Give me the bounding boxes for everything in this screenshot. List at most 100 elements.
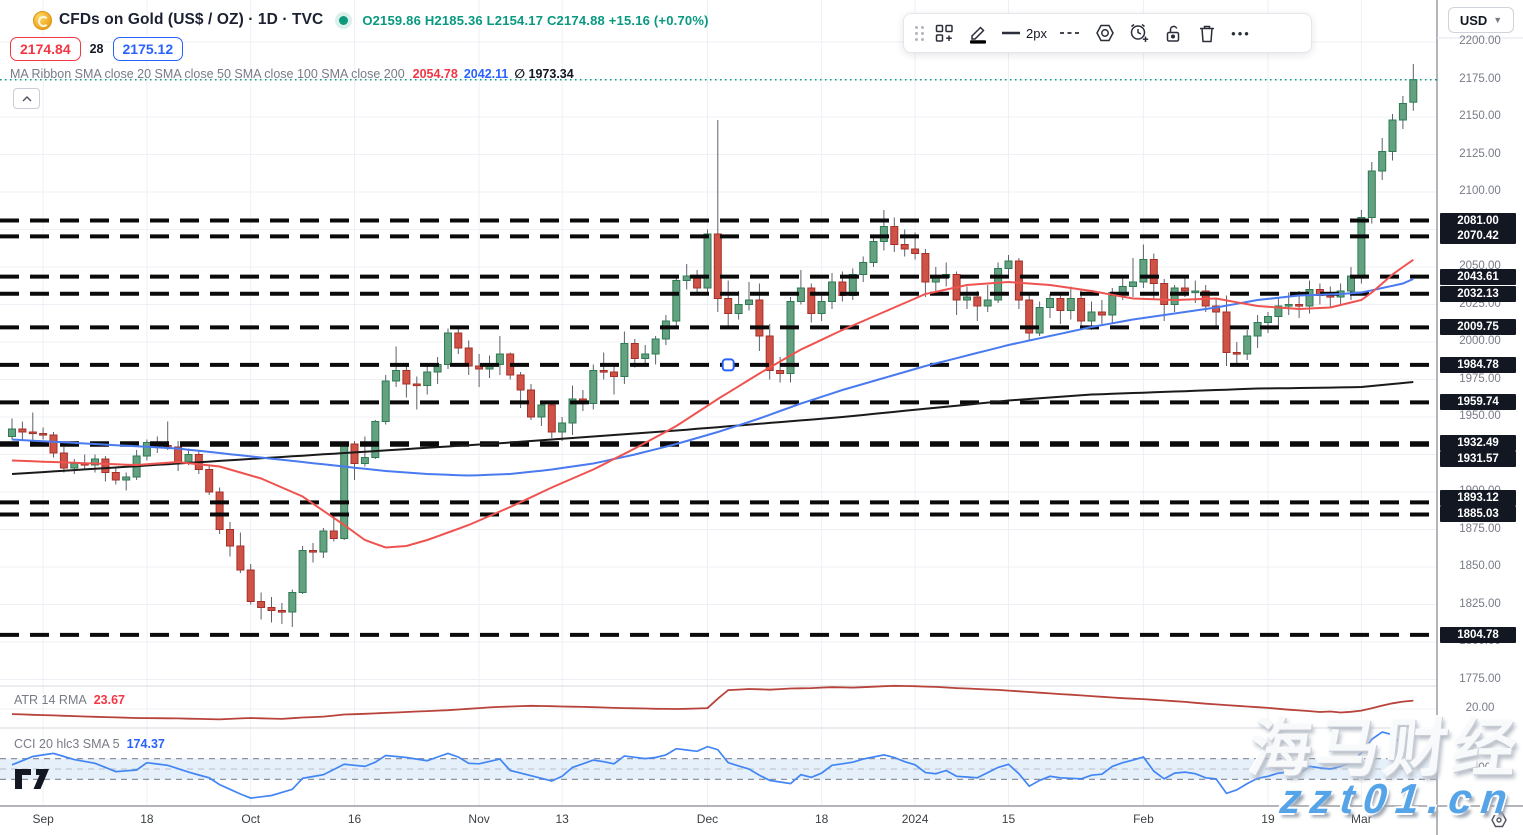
candle-body[interactable] — [1014, 260, 1023, 301]
candle-body[interactable] — [267, 607, 276, 611]
candle-body[interactable] — [101, 458, 110, 473]
toolbar-drag-handle[interactable] — [912, 17, 926, 49]
price-level-badge[interactable]: 1885.03 — [1440, 506, 1516, 523]
candle-body[interactable] — [142, 442, 151, 457]
candle-body[interactable] — [423, 371, 432, 386]
candle-body[interactable] — [921, 253, 930, 283]
candle-body[interactable] — [1046, 298, 1054, 308]
settings-button[interactable] — [1089, 17, 1121, 49]
axis-settings-button[interactable] — [1490, 812, 1508, 833]
price-level-badge[interactable]: 1959.74 — [1440, 394, 1516, 411]
candle-body[interactable] — [49, 434, 58, 454]
candle-body[interactable] — [558, 422, 567, 433]
sma50-line[interactable] — [11, 277, 1414, 477]
add-alert-button[interactable] — [1123, 17, 1155, 49]
candle-body[interactable] — [1305, 289, 1314, 307]
price-level-badge[interactable]: 2032.13 — [1440, 285, 1516, 302]
template-button[interactable] — [928, 17, 960, 49]
candle-body[interactable] — [589, 370, 598, 404]
candle-body[interactable] — [28, 431, 37, 435]
candle-body[interactable] — [1284, 304, 1293, 307]
color-button[interactable] — [962, 17, 994, 49]
candle-body[interactable] — [1066, 298, 1075, 311]
candle-body[interactable] — [371, 421, 380, 458]
candle-body[interactable] — [226, 529, 234, 547]
candle-body[interactable] — [734, 304, 743, 314]
candle-body[interactable] — [994, 268, 1003, 301]
candle-body[interactable] — [495, 353, 504, 365]
candle-body[interactable] — [1264, 316, 1272, 323]
candle-body[interactable] — [859, 262, 868, 275]
candle-body[interactable] — [516, 374, 525, 391]
candle-body[interactable] — [641, 353, 650, 359]
candle-body[interactable] — [236, 545, 245, 571]
candle-body[interactable] — [900, 244, 909, 250]
candle-body[interactable] — [392, 370, 401, 382]
candle-body[interactable] — [454, 332, 463, 349]
candle-body[interactable] — [1295, 304, 1304, 307]
candle-body[interactable] — [70, 463, 79, 469]
candle-body[interactable] — [1160, 283, 1169, 305]
sma200-line[interactable] — [11, 381, 1414, 475]
candle-body[interactable] — [39, 433, 48, 436]
candle-body[interactable] — [246, 569, 255, 602]
price-level-badge[interactable]: 2070.42 — [1440, 228, 1516, 245]
candle-body[interactable] — [1149, 259, 1158, 284]
candle-body[interactable] — [444, 332, 452, 365]
candle-body[interactable] — [1243, 335, 1252, 355]
tradingview-logo[interactable] — [14, 768, 50, 795]
candle-body[interactable] — [257, 601, 266, 608]
candle-body[interactable] — [651, 338, 660, 355]
candle-body[interactable] — [817, 301, 826, 314]
atr-legend[interactable]: ATR 14 RMA 23.67 — [14, 693, 125, 707]
candle-body[interactable] — [765, 335, 774, 371]
candle-body[interactable] — [672, 280, 681, 322]
time-axis[interactable]: Sep 18 Oct 16 Nov 13 Dec 18 2024 15 Feb 19 Mar — [0, 806, 1437, 835]
candle-body[interactable] — [1222, 311, 1231, 353]
candle-body[interactable] — [1025, 299, 1034, 334]
cci-legend[interactable]: CCI 20 hlc3 SMA 5 174.37 — [14, 737, 165, 751]
cci-line[interactable] — [11, 731, 1414, 799]
candle-body[interactable] — [412, 383, 421, 387]
candle-body[interactable] — [277, 610, 286, 613]
candle-body[interactable] — [1129, 281, 1137, 287]
candle-body[interactable] — [122, 476, 131, 481]
lock-button[interactable] — [1157, 17, 1189, 49]
symbol-title[interactable]: CFDs on Gold (US$ / OZ) · 1D · TVC — [59, 11, 324, 28]
candle-body[interactable] — [869, 241, 878, 263]
candle-body[interactable] — [547, 404, 556, 433]
collapse-legend-button[interactable] — [13, 88, 40, 109]
price-level-badge[interactable]: 1804.78 — [1440, 626, 1516, 643]
candle-body[interactable] — [381, 380, 390, 422]
candle-body[interactable] — [1367, 170, 1376, 218]
candle-body[interactable] — [963, 296, 971, 301]
sma20-line[interactable] — [11, 258, 1414, 549]
price-level-badge[interactable]: 1931.57 — [1440, 451, 1516, 467]
candle-body[interactable] — [1139, 259, 1148, 283]
candle-body[interactable] — [8, 428, 16, 437]
candle-body[interactable] — [620, 343, 629, 377]
drawing-anchor-handle[interactable] — [721, 358, 735, 372]
candle-body[interactable] — [1191, 290, 1200, 294]
buy-button[interactable]: 2175.12 — [112, 36, 184, 61]
candle-body[interactable] — [360, 457, 369, 464]
price-level-badge[interactable]: 1984.78 — [1440, 356, 1516, 373]
candle-body[interactable] — [911, 248, 920, 254]
candle-body[interactable] — [786, 301, 795, 374]
candle-body[interactable] — [111, 472, 120, 481]
candle-body[interactable] — [1180, 287, 1189, 292]
candle-body[interactable] — [350, 443, 359, 464]
candle-body[interactable] — [568, 398, 577, 424]
candle-body[interactable] — [1097, 311, 1106, 316]
candle-body[interactable] — [1274, 305, 1283, 317]
candle-body[interactable] — [973, 296, 982, 307]
candle-body[interactable] — [1232, 352, 1241, 355]
candle-body[interactable] — [630, 343, 639, 359]
candle-body[interactable] — [1035, 307, 1044, 334]
candle-body[interactable] — [724, 298, 733, 314]
candle-body[interactable] — [890, 226, 899, 245]
line-width-button[interactable]: 2px — [996, 17, 1053, 49]
candle-body[interactable] — [1398, 103, 1407, 121]
candle-body[interactable] — [402, 370, 411, 385]
